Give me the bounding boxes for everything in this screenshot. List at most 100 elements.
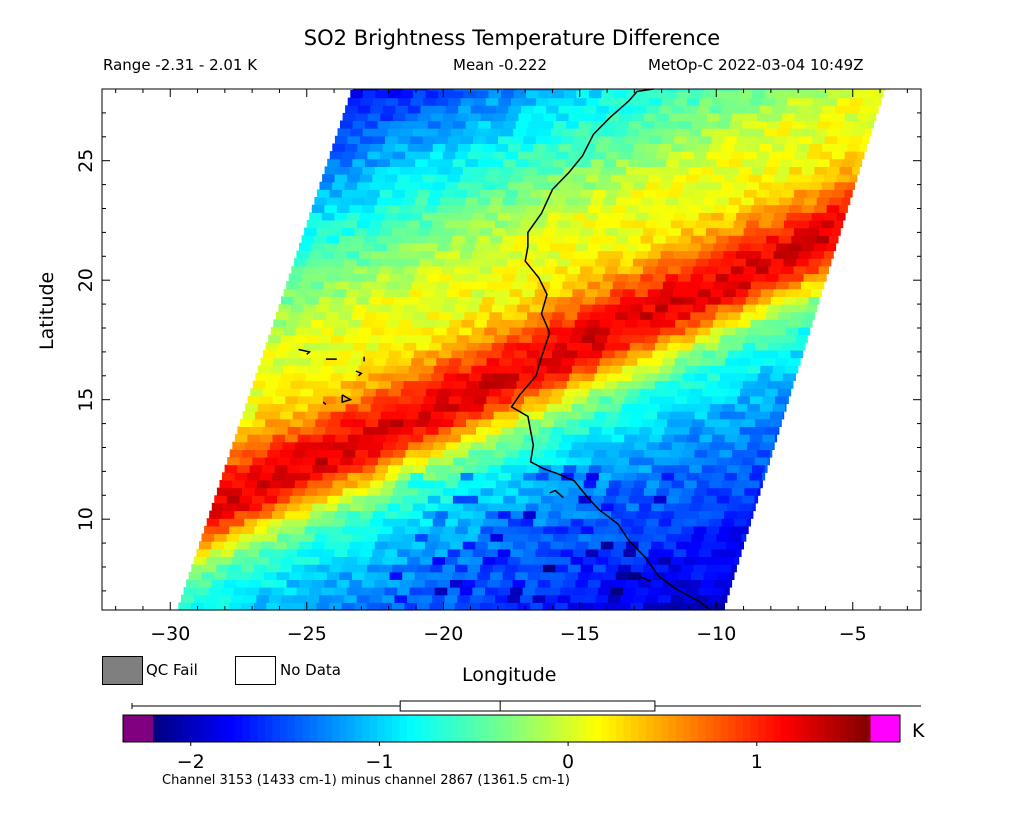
colorbar-segment [802,715,811,742]
heatmap-cell [729,418,743,427]
heatmap-cell [244,441,259,450]
heatmap-cell [423,395,437,405]
heatmap-cell [540,533,554,542]
heatmap-cell [597,250,611,259]
heatmap-cell [802,128,816,137]
heatmap-cell [518,525,532,535]
heatmap-cell [489,273,503,282]
heatmap-cell [279,487,293,496]
heatmap-cell [280,334,294,343]
heatmap-cell [283,365,297,374]
heatmap-cell [661,434,675,443]
heatmap-cell [616,457,630,466]
heatmap-cell [536,434,550,443]
heatmap-cell [497,548,511,557]
heatmap-cell [578,495,592,504]
heatmap-cell [644,372,658,382]
heatmap-cell [857,151,865,160]
heatmap-cell [423,434,437,443]
heatmap-cell [432,518,446,527]
heatmap-cell [589,350,603,359]
heatmap-cell [767,380,781,389]
heatmap-cell [780,418,782,427]
heatmap-cell [712,319,727,328]
heatmap-cell [725,357,739,366]
heatmap-cell [262,426,276,435]
heatmap-cell [375,90,389,99]
heatmap-cell [558,480,572,489]
heatmap-cell [752,464,766,473]
heatmap-cell [741,235,755,244]
heatmap-cell [283,327,297,336]
heatmap-cell [732,449,746,458]
heatmap-cell [291,602,305,611]
heatmap-cell [521,441,535,450]
heatmap-cell [532,296,546,305]
heatmap-cell [686,174,700,183]
heatmap-cell [778,350,792,359]
heatmap-cell [418,411,432,420]
heatmap-cell [616,418,630,427]
heatmap-cell [679,495,693,504]
heatmap-cell [477,158,492,167]
heatmap-cell [614,90,628,99]
heatmap-cell [296,288,310,297]
heatmap-cell [485,587,499,596]
heatmap-cell [429,564,444,573]
heatmap-cell [384,587,398,596]
heatmap-cell [333,327,347,336]
heatmap-cell [626,128,640,137]
heatmap-cell [298,357,312,366]
heatmap-cell [355,411,369,420]
heatmap-cell [530,189,544,198]
heatmap-cell [227,457,241,466]
heatmap-cell [397,174,411,183]
heatmap-cell [450,464,464,473]
heatmap-cell [530,564,544,573]
heatmap-cell [829,235,839,244]
heatmap-cell [342,564,356,573]
heatmap-cell [628,533,642,542]
heatmap-cell [589,388,603,397]
heatmap-cell [288,350,302,359]
heatmap-cell [742,380,756,389]
heatmap-cell [685,250,699,259]
heatmap-cell [241,525,255,535]
heatmap-cell [333,403,347,412]
heatmap-cell [258,587,273,596]
heatmap-cell [610,212,624,221]
heatmap-cell [499,242,514,252]
heatmap-cell [434,250,448,259]
heatmap-cell [344,220,358,229]
heatmap-cell [543,525,557,535]
heatmap-cell [582,258,596,267]
heatmap-cell [442,189,456,198]
heatmap-cell [637,319,651,328]
heatmap-cell [560,250,574,259]
heatmap-cell [583,143,597,152]
heatmap-cell [527,311,541,320]
heatmap-cell [528,120,542,129]
heatmap-cell [229,525,243,535]
heatmap-cell [619,449,633,458]
heatmap-cell [551,90,565,99]
heatmap-cell [334,548,348,557]
heatmap-cell [624,395,638,405]
heatmap-cell [374,281,388,290]
heatmap-cell [456,411,470,420]
qc-fail-label: QC Fail [146,661,198,679]
colorbar-segment [578,715,587,742]
heatmap-cell [511,357,525,366]
heatmap-cell [611,395,626,405]
heatmap-cell [404,602,418,611]
heatmap-cell [304,227,318,236]
heatmap-cell [296,548,311,557]
heatmap-cell [724,472,738,481]
heatmap-cell [552,273,566,282]
heatmap-cell [314,571,328,580]
heatmap-cell [188,571,202,580]
heatmap-cell [704,418,718,427]
heatmap-cell [626,426,640,435]
heatmap-cell [636,135,650,144]
heatmap-cell [640,197,655,206]
